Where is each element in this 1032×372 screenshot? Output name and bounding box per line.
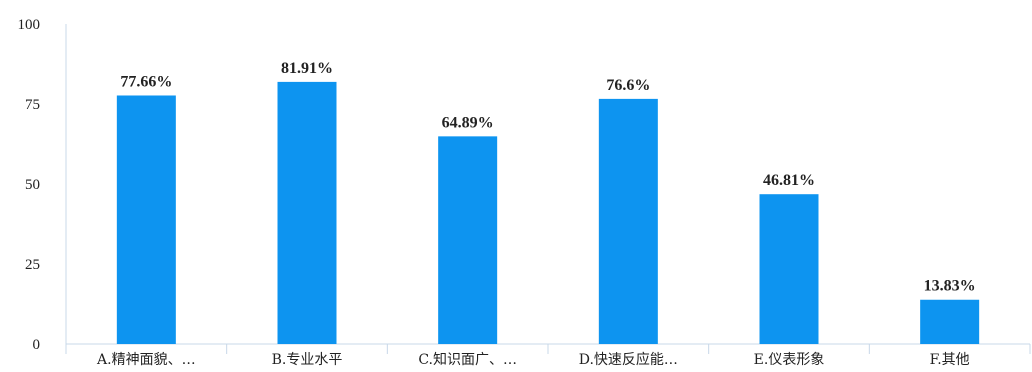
bar-value-label: 46.81% (763, 172, 815, 189)
x-tick-label: C.知识面广、… (418, 351, 517, 368)
bar-value-label: 13.83% (924, 278, 976, 295)
bar (598, 98, 658, 344)
bar-value-label: 77.66% (120, 73, 172, 90)
bar-value-label: 64.89% (442, 114, 494, 131)
x-tick-label: F.其他 (930, 352, 970, 368)
bar (759, 194, 819, 344)
x-tick-label: D.快速反应能… (579, 351, 678, 368)
y-tick-label: 0 (33, 337, 41, 353)
bar (116, 95, 176, 344)
data-labels: 77.66% 81.91% 64.89% 76.6% 46.81% 13.83% (120, 60, 975, 295)
bar (920, 299, 980, 344)
bar (277, 81, 337, 344)
bar-value-label: 81.91% (281, 60, 333, 77)
x-tick-label: E.仪表形象 (754, 352, 825, 368)
bar-value-label: 76.6% (606, 77, 650, 94)
bars (116, 81, 980, 344)
y-tick-label: 75 (25, 97, 40, 113)
y-tick-label: 25 (25, 257, 40, 273)
x-tick-label: B.专业水平 (272, 352, 343, 368)
y-tick-label: 100 (18, 17, 41, 33)
x-axis-labels: A.精神面貌、… B.专业水平 C.知识面广、… D.快速反应能… E.仪表形象 F.其他 (96, 351, 970, 368)
x-tick-label: A.精神面貌、… (96, 352, 196, 368)
y-axis-ticks: 0 25 50 75 100 (18, 17, 41, 353)
x-axis-dividers (65, 344, 1031, 354)
bar (438, 136, 498, 344)
y-tick-label: 50 (25, 177, 40, 193)
